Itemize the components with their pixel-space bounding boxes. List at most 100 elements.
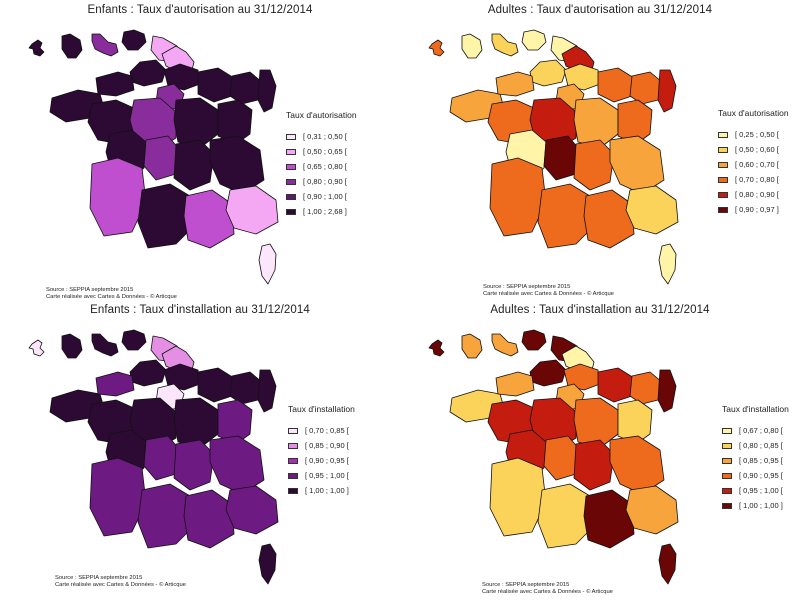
region-corse	[258, 543, 277, 585]
legend-item: [ 0,50 ; 0,60 [	[718, 142, 789, 157]
legend-swatch	[718, 161, 728, 168]
legend-label: [ 0,80 ; 0,90 [	[735, 190, 779, 199]
region-rhone-alpes	[609, 435, 665, 495]
region-normandie-haute	[129, 59, 167, 87]
legend-item: [ 0,80 ; 0,90 [	[286, 174, 357, 189]
legend-label: [ 0,25 ; 0,50 [	[735, 130, 779, 139]
legend-swatch	[718, 191, 728, 198]
region-lorraine	[229, 71, 263, 105]
legend-item: [ 1,00 ; 1,00 ]	[722, 498, 789, 513]
region-rhone-alpes	[209, 135, 265, 195]
legend-item: [ 0,25 ; 0,50 [	[718, 127, 789, 142]
region-bourgogne	[573, 97, 619, 149]
region-normandie-haute	[529, 59, 567, 87]
france-map	[28, 329, 279, 585]
map-title: Adultes : Taux d'installation au 31/12/2…	[490, 304, 710, 316]
region-languedoc	[183, 489, 235, 549]
region-corse	[658, 243, 677, 285]
legend-item: [ 0,31 ; 0,50 [	[286, 129, 357, 144]
legend-swatch	[718, 146, 728, 153]
map-legend: Taux d'autorisation [ 0,25 ; 0,50 [ [ 0,5…	[718, 108, 789, 217]
region-basse-normandie	[495, 371, 535, 397]
region-languedoc	[583, 189, 635, 249]
legend-swatch	[722, 442, 732, 449]
legend-swatch	[288, 427, 298, 434]
legend-label: [ 0,31 ; 0,50 [	[303, 132, 347, 141]
legend-item: [ 0,70 ; 0,85 [	[288, 423, 355, 438]
region-rhone-alpes	[609, 135, 665, 195]
source-text: Source : SEPPIA septembre 2015	[55, 575, 143, 581]
legend-swatch	[718, 176, 728, 183]
credit-text: Carte réalisée avec Cartes & Données - ©…	[55, 582, 186, 589]
region-lorraine	[229, 371, 263, 405]
region-guyane	[91, 33, 119, 57]
region-franche-comte	[617, 99, 653, 145]
region-reunion	[121, 29, 147, 51]
legend-swatch	[722, 472, 732, 479]
region-aquitaine	[489, 457, 547, 537]
region-guadeloupe	[28, 39, 45, 57]
france-map	[28, 29, 279, 285]
legend-swatch	[288, 472, 298, 479]
france-map	[428, 29, 679, 285]
legend-title: Taux d'autorisation	[286, 110, 357, 120]
source-text: Source : SEPPIA septembre 2015	[483, 284, 571, 290]
legend-label: [ 1,00 ; 1,00 ]	[305, 486, 349, 495]
region-paca	[625, 485, 679, 535]
region-champagne	[197, 367, 235, 403]
region-aquitaine	[89, 457, 147, 537]
legend-item: [ 0,50 ; 0,65 [	[286, 144, 357, 159]
legend-item: [ 1,00 ; 2,68 ]	[286, 204, 357, 219]
legend-label: [ 1,00 ; 2,68 ]	[303, 207, 347, 216]
region-nord	[161, 345, 195, 373]
legend-label: [ 0,95 ; 1,00 [	[305, 471, 349, 480]
region-reunion	[521, 329, 547, 351]
legend-label: [ 0,50 ; 0,60 [	[735, 145, 779, 154]
legend-label: [ 0,90 ; 0,97 ]	[735, 205, 779, 214]
legend-label: [ 0,60 ; 0,70 [	[735, 160, 779, 169]
legend-items: [ 0,67 ; 0,80 [[ 0,80 ; 0,85 [[ 0,85 ; 0…	[722, 423, 789, 513]
region-alsace	[657, 369, 677, 413]
legend-item: [ 0,90 ; 0,97 ]	[718, 202, 789, 217]
region-corse	[258, 243, 277, 285]
region-reunion	[121, 329, 147, 351]
legend-swatch	[718, 206, 728, 213]
map-panel-adultes-installation: Adultes : Taux d'installation au 31/12/2…	[400, 300, 800, 600]
region-basse-normandie	[495, 71, 535, 97]
region-champagne	[597, 367, 635, 403]
region-aquitaine	[89, 157, 147, 237]
region-aquitaine	[489, 157, 547, 237]
legend-label: [ 0,80 ; 0,85 [	[739, 441, 783, 450]
map-legend: Taux d'installation [ 0,70 ; 0,85 [[ 0,8…	[288, 404, 355, 498]
legend-swatch	[286, 163, 296, 170]
map-footer: Source : SEPPIA septembre 2015 Carte réa…	[482, 582, 613, 597]
region-nord	[161, 45, 195, 73]
region-paca	[225, 485, 279, 535]
legend-swatch	[722, 427, 732, 434]
region-midi-pyrenees	[537, 483, 595, 549]
source-text: Source : SEPPIA septembre 2015	[482, 582, 570, 588]
region-champagne	[597, 67, 635, 103]
region-guadeloupe	[28, 339, 45, 357]
legend-item: [ 0,80 ; 0,85 [	[722, 438, 789, 453]
map-title: Enfants : Taux d'installation au 31/12/2…	[90, 304, 310, 316]
region-alsace	[657, 69, 677, 113]
legend-item: [ 0,60 ; 0,70 [	[718, 157, 789, 172]
legend-label: [ 0,70 ; 0,85 [	[305, 426, 349, 435]
legend-items: [ 0,25 ; 0,50 [ [ 0,50 ; 0,60 [ [ 0,60 ; 0…	[718, 127, 789, 217]
region-lorraine	[629, 71, 663, 105]
region-languedoc	[183, 189, 235, 249]
region-guadeloupe	[428, 39, 445, 57]
regions-layer	[428, 29, 679, 285]
legend-swatch	[288, 487, 298, 494]
region-normandie-haute	[529, 359, 567, 387]
credit-text: Carte réalisée avec Cartes & Données - ©…	[483, 291, 614, 298]
region-martinique	[61, 33, 83, 59]
region-champagne	[197, 67, 235, 103]
region-corse	[658, 543, 677, 585]
region-basse-normandie	[95, 71, 135, 97]
regions-layer	[28, 329, 279, 585]
legend-title: Taux d'autorisation	[718, 108, 789, 118]
region-paca	[625, 185, 679, 235]
legend-label: [ 0,85 ; 0,90 [	[305, 441, 349, 450]
